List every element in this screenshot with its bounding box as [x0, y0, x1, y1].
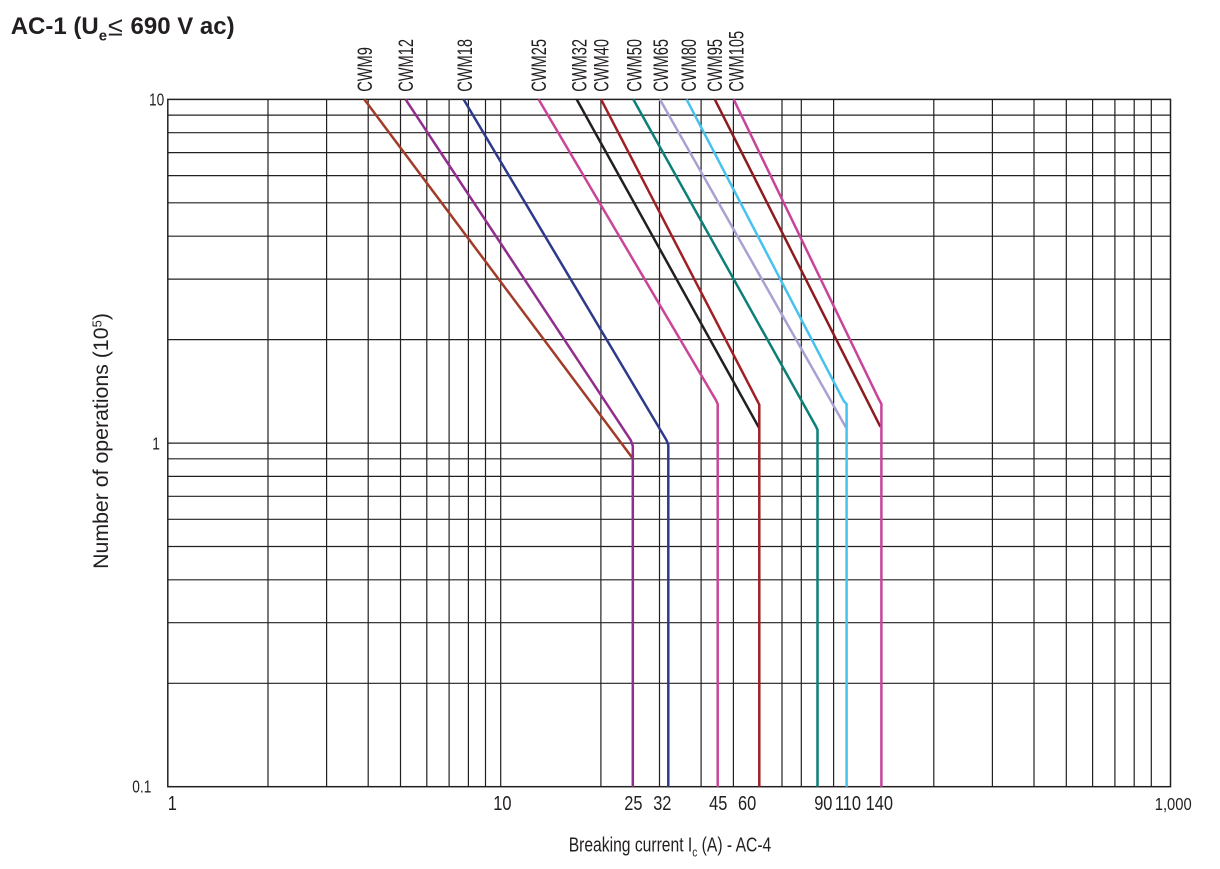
- svg-text:45: 45: [709, 791, 727, 814]
- svg-text:CWM9: CWM9: [352, 47, 377, 92]
- svg-text:AC-1 (Ue≤ 690 V ac): AC-1 (Ue≤ 690 V ac): [11, 12, 235, 45]
- svg-text:32: 32: [653, 791, 671, 814]
- svg-text:1,000: 1,000: [1155, 794, 1192, 814]
- svg-text:90: 90: [814, 791, 832, 814]
- svg-text:CWM105: CWM105: [724, 31, 749, 92]
- svg-text:140: 140: [866, 791, 893, 814]
- svg-text:CWM40: CWM40: [589, 39, 614, 92]
- svg-text:1: 1: [168, 791, 177, 814]
- svg-text:CWM95: CWM95: [702, 39, 727, 92]
- svg-text:110: 110: [835, 791, 861, 814]
- svg-text:Number of operations (105): Number of operations (105): [89, 313, 113, 569]
- svg-text:CWM18: CWM18: [452, 39, 477, 92]
- svg-text:Breaking current Ic (A) - AC-4: Breaking current Ic (A) - AC-4: [569, 833, 772, 859]
- svg-text:CWM32: CWM32: [566, 39, 591, 92]
- svg-text:10: 10: [149, 91, 164, 110]
- svg-text:CWM12: CWM12: [393, 39, 418, 92]
- svg-text:CWM65: CWM65: [648, 39, 673, 92]
- svg-text:CWM50: CWM50: [622, 39, 647, 92]
- svg-text:CWM25: CWM25: [526, 39, 551, 92]
- svg-text:25: 25: [624, 791, 642, 814]
- svg-text:60: 60: [738, 791, 756, 814]
- svg-text:0.1: 0.1: [132, 778, 151, 797]
- svg-text:10: 10: [493, 791, 511, 814]
- svg-text:1: 1: [152, 435, 160, 454]
- svg-text:CWM80: CWM80: [676, 39, 701, 92]
